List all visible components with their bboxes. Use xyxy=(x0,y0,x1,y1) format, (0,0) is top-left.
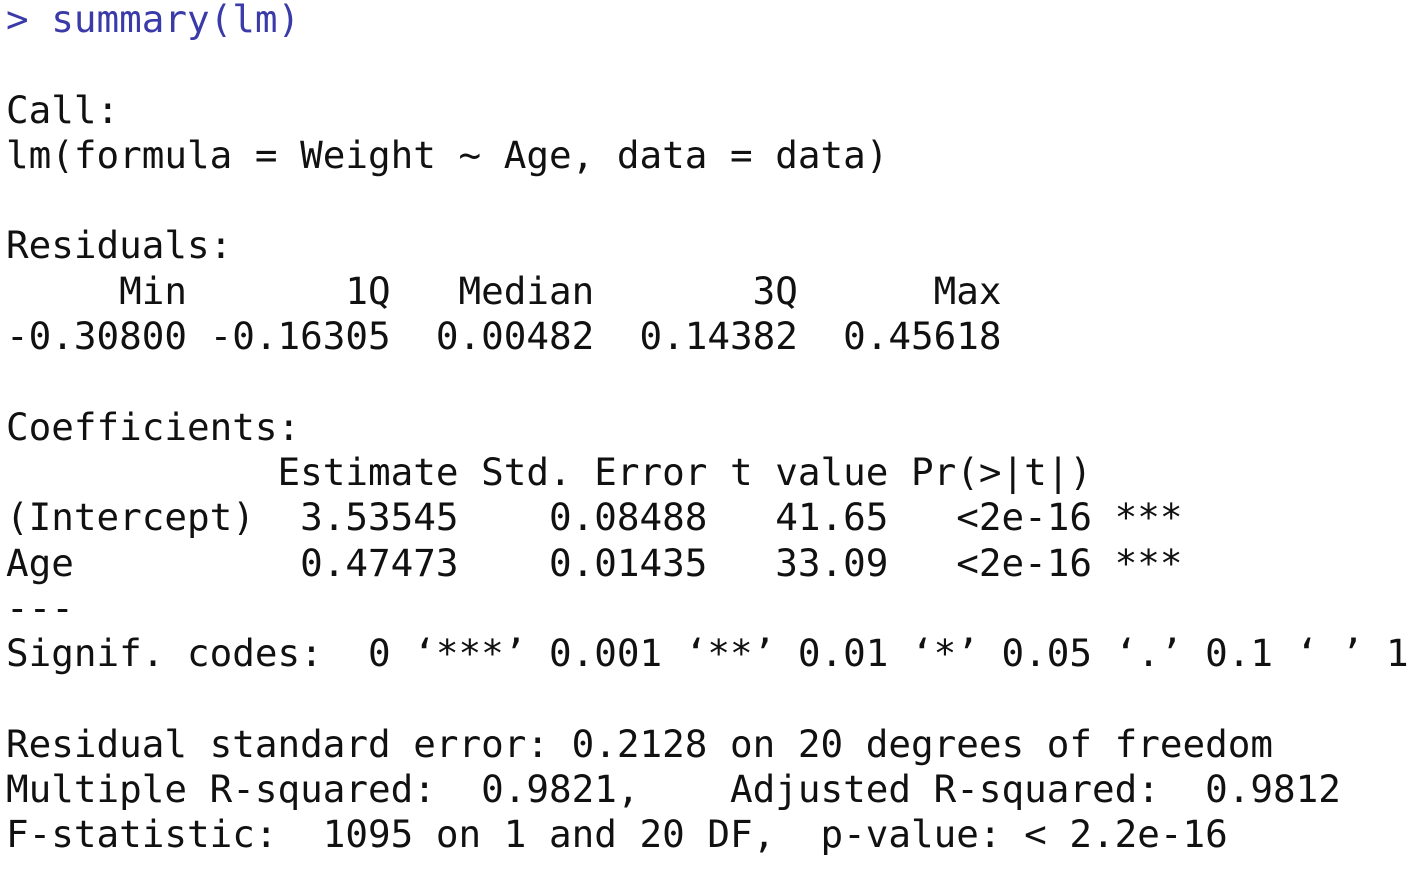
output-line: Min 1Q Median 3Q Max xyxy=(6,268,1025,313)
output-line: Residual standard error: 0.2128 on 20 de… xyxy=(6,721,1273,766)
output-line: lm(formula = Weight ~ Age, data = data) xyxy=(6,132,889,177)
output-line xyxy=(6,178,1409,223)
output-line xyxy=(6,359,1409,404)
output-line: Signif. codes: 0 ‘***’ 0.001 ‘**’ 0.01 ‘… xyxy=(6,631,1409,676)
output-line: Multiple R-squared: 0.9821, Adjusted R-s… xyxy=(6,767,1364,812)
output-line: F-statistic: 1095 on 1 and 20 DF, p-valu… xyxy=(6,812,1228,857)
prompt: > xyxy=(6,0,29,41)
output-line: --- xyxy=(6,585,74,630)
output-line: Residuals: xyxy=(6,223,233,268)
output-line: Age 0.47473 0.01435 33.09 <2e-16 *** xyxy=(6,540,1183,585)
output-line: Estimate Std. Error t value Pr(>|t|) xyxy=(6,449,1183,494)
output-line xyxy=(6,676,1409,721)
command-text: summary(lm) xyxy=(51,0,301,41)
output-line: (Intercept) 3.53545 0.08488 41.65 <2e-16… xyxy=(6,495,1183,540)
r-console: > summary(lm) Call: lm(formula = Weight ~… xyxy=(6,0,1409,858)
output-line: Call: xyxy=(6,87,120,132)
output-line xyxy=(6,42,1409,87)
command-line: > summary(lm) xyxy=(6,0,1409,42)
output-line: -0.30800 -0.16305 0.00482 0.14382 0.4561… xyxy=(6,314,1025,359)
output-line: Coefficients: xyxy=(6,404,301,449)
console-output: Call: lm(formula = Weight ~ Age, data = d… xyxy=(6,42,1409,857)
